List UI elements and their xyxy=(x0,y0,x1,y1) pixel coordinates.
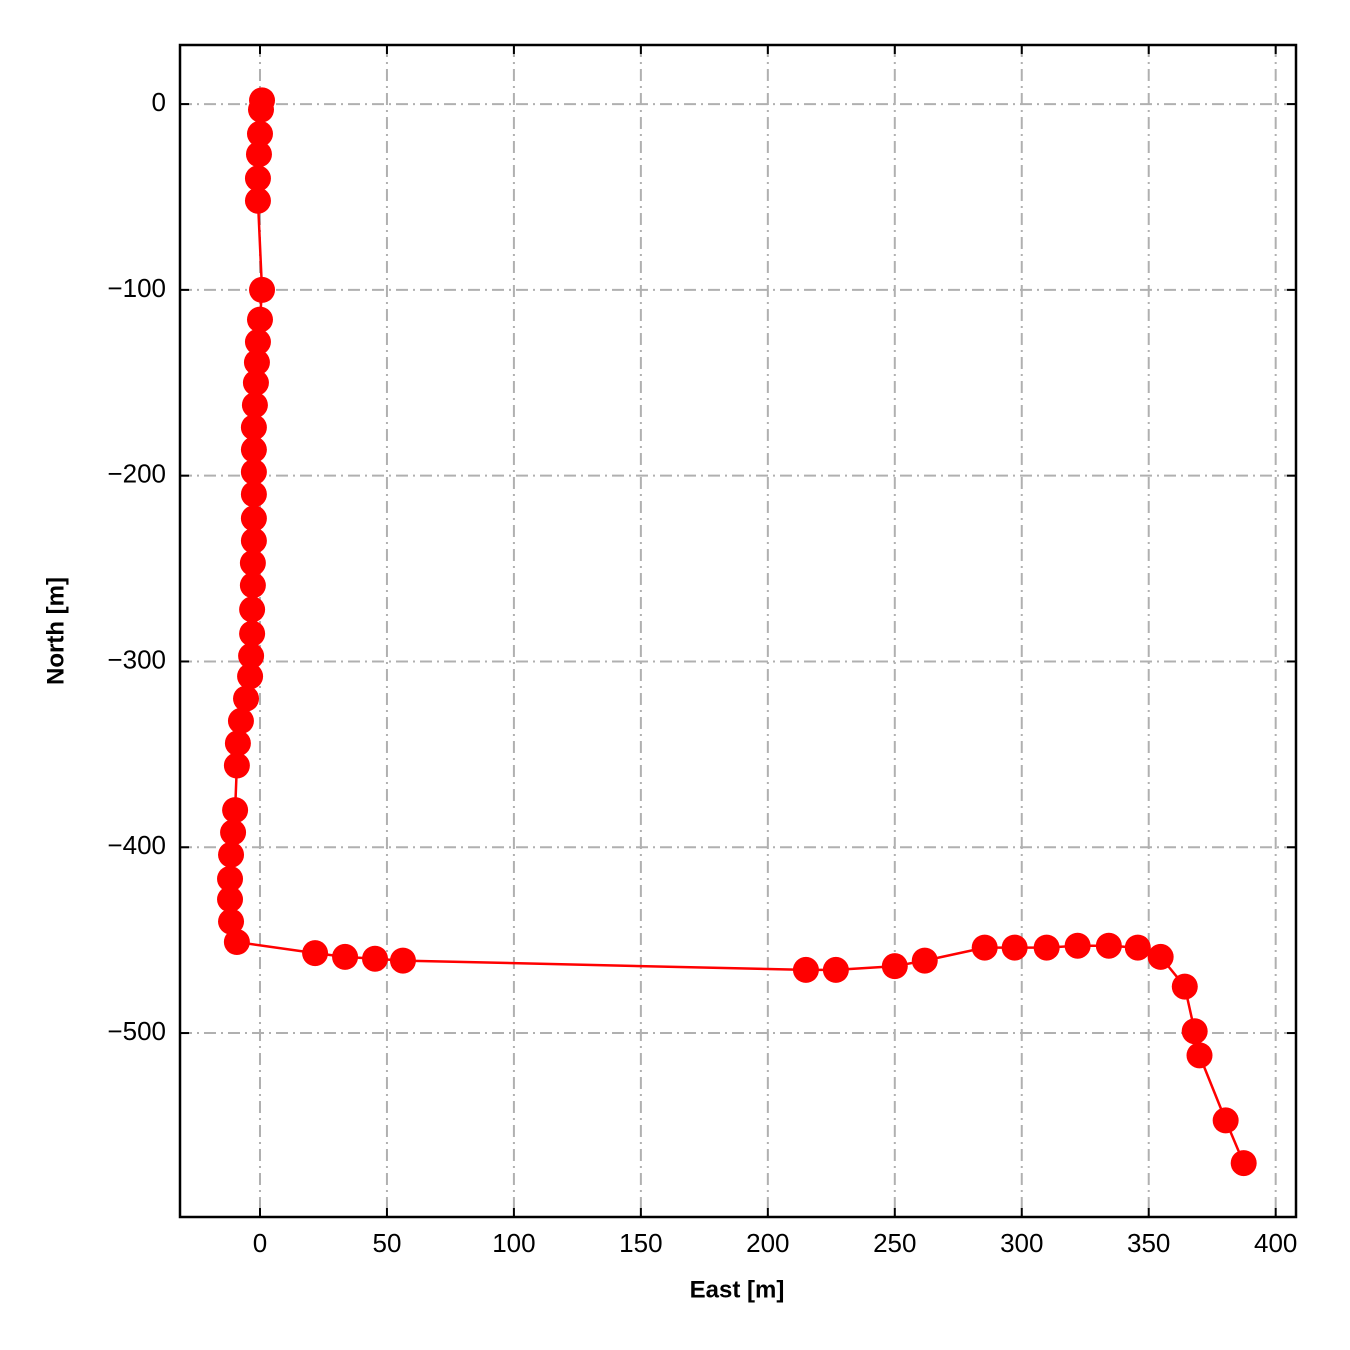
point xyxy=(1124,934,1151,961)
point xyxy=(1033,934,1060,961)
point xyxy=(249,276,276,303)
point xyxy=(241,392,268,419)
x-tick-label: 50 xyxy=(372,1228,401,1258)
point xyxy=(240,505,267,532)
x-axis-label: East [m] xyxy=(690,1276,785,1303)
point xyxy=(224,730,251,757)
point xyxy=(881,953,908,980)
point xyxy=(217,886,244,913)
y-tick-label: −400 xyxy=(107,830,166,860)
x-tick-label: 150 xyxy=(619,1228,662,1258)
x-tick-label: 250 xyxy=(873,1228,916,1258)
point xyxy=(242,369,269,396)
y-tick-label: −200 xyxy=(107,459,166,489)
point xyxy=(239,596,266,623)
point xyxy=(244,328,271,355)
point xyxy=(245,141,272,168)
point xyxy=(238,642,265,669)
y-tick-label: −300 xyxy=(107,644,166,674)
x-tick-label: 200 xyxy=(746,1228,789,1258)
point xyxy=(227,707,254,734)
point xyxy=(1064,932,1091,959)
point xyxy=(240,458,267,485)
point xyxy=(218,908,245,935)
point xyxy=(240,436,267,463)
point xyxy=(237,663,264,690)
point xyxy=(248,96,275,123)
y-axis-label: North [m] xyxy=(42,577,69,685)
point xyxy=(218,841,245,868)
point xyxy=(971,934,998,961)
point xyxy=(822,956,849,983)
point xyxy=(1181,1018,1208,1045)
point xyxy=(244,165,271,192)
point xyxy=(223,929,250,956)
point xyxy=(302,940,329,967)
point xyxy=(239,549,266,576)
point xyxy=(792,956,819,983)
point xyxy=(233,685,260,712)
point xyxy=(1147,943,1174,970)
point xyxy=(240,414,267,441)
point xyxy=(246,306,273,333)
point xyxy=(239,572,266,599)
point xyxy=(1095,932,1122,959)
point xyxy=(222,797,249,824)
y-tick-label: 0 xyxy=(152,87,166,117)
point xyxy=(1212,1107,1239,1134)
track-line xyxy=(228,100,1245,1164)
x-tick-label: 0 xyxy=(253,1228,267,1258)
point xyxy=(911,947,938,974)
y-tick-label: −100 xyxy=(107,273,166,303)
point xyxy=(220,819,247,846)
point xyxy=(240,527,267,554)
x-tick-label: 350 xyxy=(1127,1228,1170,1258)
point xyxy=(1001,934,1028,961)
point xyxy=(223,752,250,779)
point xyxy=(389,947,416,974)
point xyxy=(243,349,270,376)
y-tick-label: −500 xyxy=(107,1016,166,1046)
point xyxy=(244,187,271,214)
point xyxy=(246,120,273,147)
point xyxy=(1186,1042,1213,1069)
point xyxy=(1230,1150,1257,1177)
x-tick-label: 400 xyxy=(1254,1228,1297,1258)
point xyxy=(1171,973,1198,1000)
point xyxy=(217,865,244,892)
point xyxy=(240,481,267,508)
point xyxy=(362,945,389,972)
point xyxy=(332,943,359,970)
point xyxy=(239,620,266,647)
plot-frame xyxy=(178,43,1298,1219)
x-tick-label: 300 xyxy=(1000,1228,1043,1258)
x-tick-label: 100 xyxy=(492,1228,535,1258)
